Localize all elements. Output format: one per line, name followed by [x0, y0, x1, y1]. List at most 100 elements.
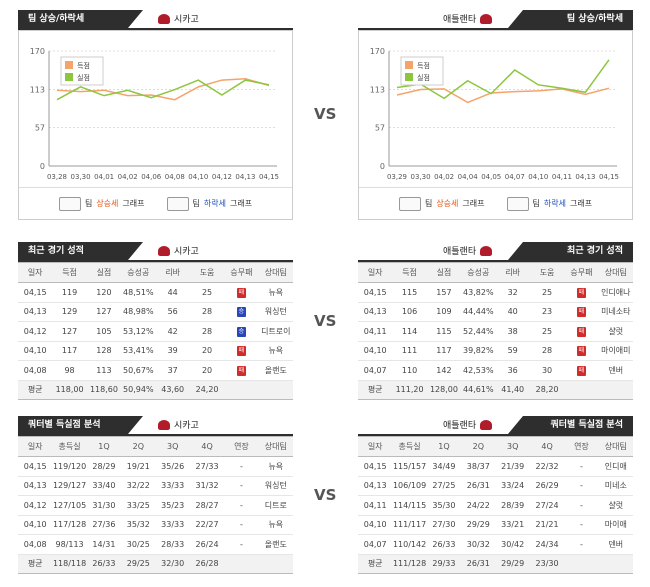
table-row: 04,15 119 120 48,51% 44 25 패 뉴욕: [18, 282, 293, 303]
legend-swatch: [65, 61, 73, 69]
x-tick-label: 04,06: [141, 173, 162, 181]
right-trend-header: 팀 상승/하락세 애틀랜타: [358, 8, 633, 30]
col-header: 득점: [392, 262, 427, 283]
result-badge: 패: [576, 287, 586, 298]
col-header: 총득실: [52, 436, 87, 457]
legend-swatch: [405, 61, 413, 69]
x-tick-label: 04,07: [505, 173, 525, 181]
right-team-name: 애틀랜타: [443, 15, 477, 25]
col-header: 상대팀: [598, 262, 633, 283]
left-quarter-header: 쿼터별 득실점 분석 시카고: [18, 414, 293, 436]
legend-label: 실점: [77, 73, 90, 82]
series-line-allowed: [396, 59, 610, 100]
table-row: 04,07 110/142 26/33 30/32 30/42 24/34- 덴버: [358, 534, 633, 555]
x-tick-label: 04,12: [212, 173, 232, 181]
col-header: 2Q: [121, 436, 156, 457]
chicago-logo-icon: [158, 245, 170, 256]
right-quarter-title: 쿼터별 득실점 분석: [508, 416, 633, 434]
col-header: 연장: [564, 436, 599, 457]
col-header: 4Q: [189, 436, 225, 457]
legend-swatch: [405, 73, 413, 81]
y-tick-label: 57: [375, 123, 385, 132]
right-chart-panel: 0 57 113 170 03,29 03,30 04,02 04,04 04,05 04,07 0…: [358, 30, 633, 220]
table-row: 04,10 111/117 27/30 29/29 33/21 21/21- 마이애: [358, 515, 633, 535]
col-header: 1Q: [86, 436, 122, 457]
chicago-logo-icon: [158, 13, 170, 24]
table-row: 04,15 115/157 34/49 38/37 21/39 22/32- 인디애: [358, 456, 633, 477]
col-header: 승무패: [224, 262, 259, 283]
legend-label: 실점: [417, 73, 430, 82]
left-team-name: 시카고: [174, 15, 199, 25]
right-recent-header: 최근 경기 성적 애틀랜타: [358, 240, 633, 262]
table-row: 04,12 127 105 53,12% 42 28 승 디트로이: [18, 321, 293, 342]
up-graph-icon: [58, 196, 81, 211]
atlanta-logo-icon: [480, 13, 493, 24]
left-trend-header: 팀 상승/하락세 시카고: [18, 8, 293, 30]
legend-label: 득점: [77, 62, 90, 70]
col-header: 1Q: [426, 436, 462, 457]
col-header: 도움: [529, 262, 565, 283]
table-row: 04,15 119/120 28/29 19/21 35/26 27/33- 뉴욕: [18, 456, 293, 477]
left-trend-title: 팀 상승/하락세: [18, 10, 143, 28]
result-badge: 패: [576, 307, 586, 318]
right-quarter-header: 쿼터별 득실점 분석 애틀랜타: [358, 414, 633, 436]
average-row: 평균 118/118 26/33 29/25 32/30 26/28: [18, 554, 293, 574]
atlanta-logo-icon: [480, 245, 493, 256]
table-row: 04,10 117 128 53,41% 39 20 패 뉴욕: [18, 341, 293, 361]
col-header: 일자: [358, 436, 393, 457]
down-graph-icon: [506, 196, 529, 211]
x-tick-label: 04,02: [434, 173, 454, 181]
col-header: 일자: [358, 262, 393, 283]
col-header: 일자: [18, 436, 53, 457]
table-row: 04,13 106/109 27/25 26/31 33/24 26/29- 미네소: [358, 476, 633, 496]
left-quarter-table: 일자 총득실 1Q 2Q 3Q 4Q 연장 상대팀 04,15 119/120 28/29 19/21…: [18, 436, 293, 574]
col-header: 4Q: [529, 436, 565, 457]
y-tick-label: 170: [370, 47, 385, 56]
legend-label: 득점: [417, 62, 430, 70]
table-row: 04,13 129/127 33/40 32/22 33/33 31/32- 워싱턴: [18, 476, 293, 496]
legend-swatch: [65, 73, 73, 81]
col-header: 2Q: [461, 436, 496, 457]
col-header: 실점: [426, 262, 462, 283]
series-line-allowed: [56, 79, 270, 101]
result-badge: 패: [236, 365, 246, 376]
result-badge: 패: [236, 287, 246, 298]
x-tick-label: 04,13: [235, 173, 255, 181]
col-header: 승성공: [461, 262, 496, 283]
col-header: 총득실: [392, 436, 427, 457]
table-row: 04,11 114/115 35/30 24/22 28/39 27/24- 샬럿: [358, 495, 633, 516]
result-badge: 패: [576, 365, 586, 376]
left-recent-title: 최근 경기 성적: [18, 242, 143, 260]
table-row: 04,15 115 157 43,82% 32 25 패 인디애나: [358, 282, 633, 303]
x-tick-label: 04,15: [259, 173, 279, 181]
y-tick-label: 113: [370, 86, 385, 95]
result-badge: 승: [236, 326, 246, 337]
x-tick-label: 04,11: [552, 173, 572, 181]
table-row: 04,08 98/113 14/31 30/25 28/33 26/24- 올랜도: [18, 534, 293, 555]
average-row: 평균 111/128 29/33 26/31 29/29 23/30: [358, 554, 633, 574]
col-header: 연장: [224, 436, 259, 457]
y-tick-label: 0: [40, 162, 45, 171]
x-tick-label: 04,15: [599, 173, 619, 181]
table-row: 04,07 110 142 42,53% 36 30 패 덴버: [358, 360, 633, 381]
left-recent-table: 일자 득점 실점 승성공 리바 도움 승무패 상대팀 04,15 119 120 48,51% 44 25…: [18, 262, 293, 400]
left-chart-panel: 0 57 113 170 03,28 03,30 04,01 04,02 04,06 04,08 0…: [18, 30, 293, 220]
table-row: 04,10 111 117 39,82% 59 28 패 마이애미: [358, 341, 633, 361]
y-tick-label: 0: [380, 162, 385, 171]
result-badge: 패: [576, 326, 586, 337]
table-row: 04,10 117/128 27/36 35/32 33/33 22/27- 뉴욕: [18, 515, 293, 535]
table-row: 04,08 98 113 50,67% 37 20 패 올랜도: [18, 360, 293, 381]
left-quarter-title: 쿼터별 득실점 분석: [18, 416, 143, 434]
x-tick-label: 03,30: [411, 173, 431, 181]
col-header: 3Q: [155, 436, 190, 457]
col-header: 상대팀: [598, 436, 633, 457]
x-tick-label: 04,10: [528, 173, 548, 181]
col-header: 득점: [52, 262, 87, 283]
average-row: 평균 118,00 118,60 50,94% 43,60 24,20: [18, 380, 293, 400]
right-trend-title: 팀 상승/하락세: [508, 10, 633, 28]
vs-label-1: VS: [314, 105, 337, 123]
col-header: 상대팀: [258, 262, 293, 283]
series-line-score: [396, 87, 610, 104]
